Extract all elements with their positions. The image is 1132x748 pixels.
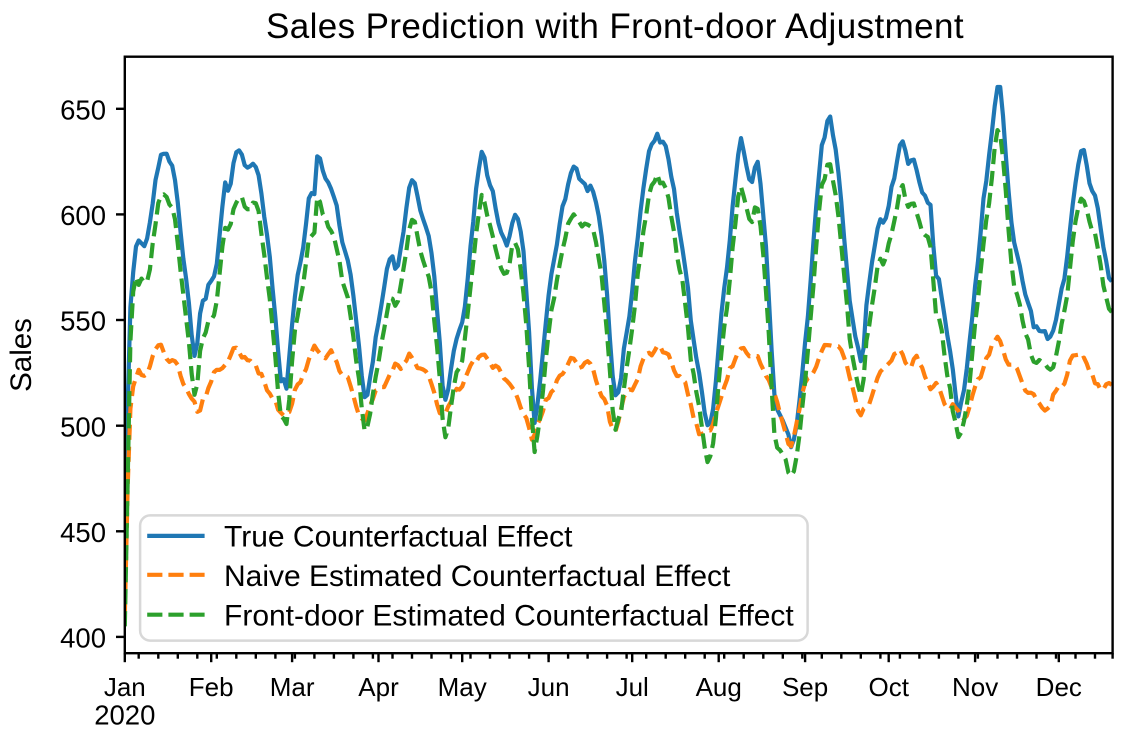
- svg-text:Dec: Dec: [1036, 672, 1082, 702]
- svg-text:Feb: Feb: [189, 672, 234, 702]
- svg-text:2020: 2020: [94, 700, 155, 731]
- svg-text:May: May: [438, 672, 487, 702]
- svg-text:Jan: Jan: [104, 672, 146, 702]
- svg-text:Nov: Nov: [952, 672, 998, 702]
- svg-text:550: 550: [60, 306, 106, 337]
- svg-text:Sep: Sep: [782, 672, 828, 702]
- svg-text:Oct: Oct: [868, 672, 909, 702]
- svg-text:450: 450: [60, 517, 106, 548]
- svg-text:Aug: Aug: [696, 672, 742, 702]
- svg-text:True Counterfactual Effect: True Counterfactual Effect: [224, 521, 573, 554]
- svg-text:Jun: Jun: [528, 672, 570, 702]
- svg-text:Sales: Sales: [5, 318, 38, 392]
- svg-text:Apr: Apr: [358, 672, 399, 702]
- svg-text:Sales Prediction with Front-do: Sales Prediction with Front-door Adjustm…: [266, 7, 964, 46]
- svg-text:Naive Estimated Counterfactual: Naive Estimated Counterfactual Effect: [224, 560, 731, 593]
- svg-text:400: 400: [60, 623, 106, 654]
- svg-text:Jul: Jul: [616, 672, 649, 702]
- svg-text:600: 600: [60, 200, 106, 231]
- svg-text:Front-door Estimated Counterfa: Front-door Estimated Counterfactual Effe…: [224, 600, 794, 633]
- svg-text:650: 650: [60, 95, 106, 126]
- svg-text:500: 500: [60, 411, 106, 442]
- svg-text:Mar: Mar: [270, 672, 315, 702]
